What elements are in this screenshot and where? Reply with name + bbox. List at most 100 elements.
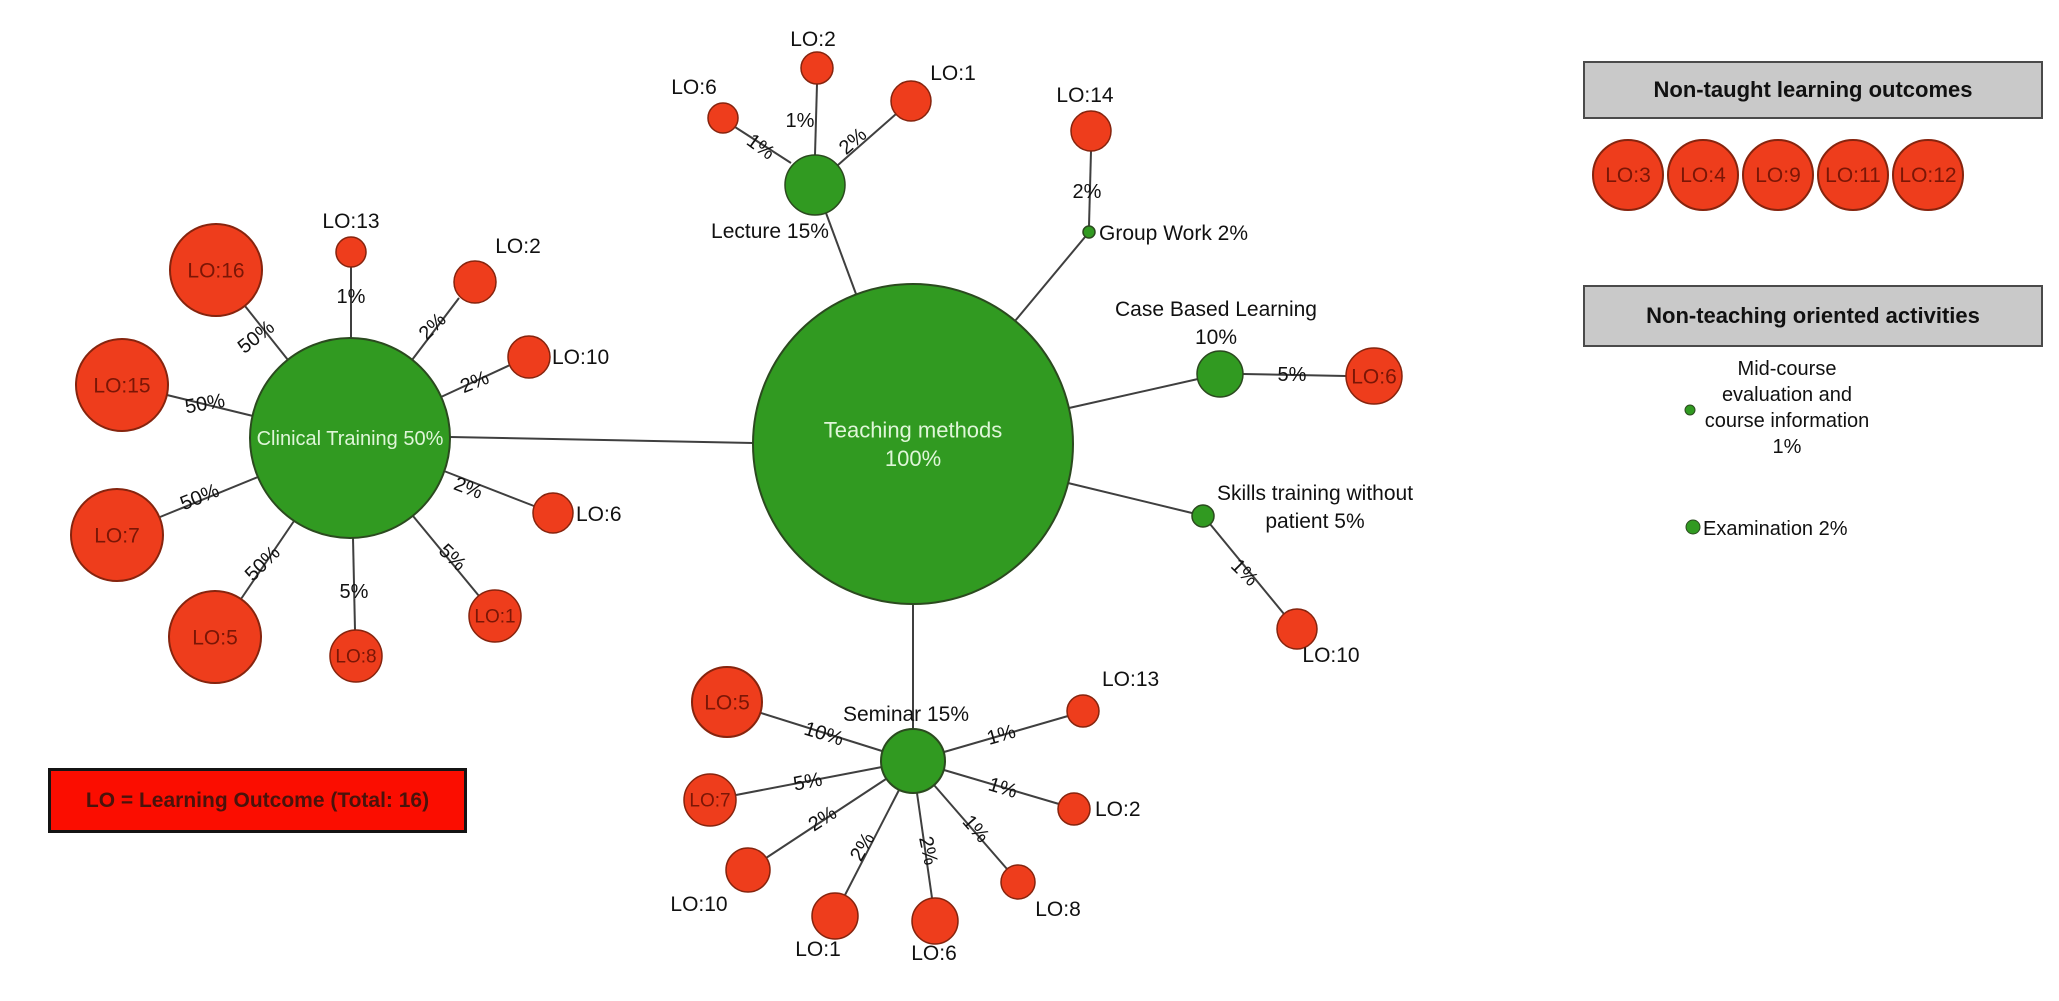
node-clinical-lo1-label: LO:1 xyxy=(474,607,515,628)
edge-weight-label: 5% xyxy=(434,540,470,576)
node-lecture-lo1-label: LO:1 xyxy=(930,62,976,85)
node-clinical-lo15-label: LO:15 xyxy=(93,374,150,397)
node-skills-training xyxy=(1191,504,1215,528)
edge-line xyxy=(943,769,1060,805)
edge-line xyxy=(943,715,1069,753)
node-seminar-lo7 xyxy=(683,773,737,827)
node-seminar-lo6-label: LO:6 xyxy=(911,942,957,965)
node-seminar-label: Seminar 15% xyxy=(843,703,969,726)
node-lecture-lo2-label: LO:2 xyxy=(790,28,836,51)
edge-line xyxy=(825,212,857,295)
node-clinical-lo6 xyxy=(532,492,574,534)
non-taught-outcomes-title: Non-taught learning outcomes xyxy=(1653,77,1973,102)
edge-weight-label: 2% xyxy=(457,367,492,398)
node-lecture-lo6-label: LO:6 xyxy=(671,76,717,99)
edge-line xyxy=(352,537,356,631)
node-skills-lo10 xyxy=(1276,608,1318,650)
edge-line xyxy=(1242,373,1347,377)
node-group-work xyxy=(1082,225,1096,239)
edge-line xyxy=(844,789,900,896)
edge-line xyxy=(814,83,818,156)
non-taught-outcomes-header: Non-taught learning outcomes xyxy=(1583,61,2043,119)
edge-line xyxy=(166,394,254,417)
edge-weight-label: 10% xyxy=(801,718,846,751)
node-clinical-lo16-label: LO:16 xyxy=(187,259,244,282)
edge-line xyxy=(735,766,883,796)
node-case-based-learning-label: Case Based Learning xyxy=(1115,298,1317,321)
node-clinical-lo16 xyxy=(169,223,263,317)
node-clinical-lo10-label: LO:10 xyxy=(552,346,609,369)
edge-weight-label: 2% xyxy=(805,802,841,836)
legend-outcome-lo12 xyxy=(1892,139,1964,211)
node-seminar-lo5 xyxy=(691,666,763,738)
node-skills-lo10-label: LO:10 xyxy=(1302,644,1359,667)
node-teaching-methods-label: 100% xyxy=(885,446,941,471)
node-seminar-lo1-label: LO:1 xyxy=(795,938,841,961)
edge-line xyxy=(1088,150,1092,227)
node-seminar-lo8-label: LO:8 xyxy=(1035,898,1081,921)
node-lecture-lo1 xyxy=(890,80,932,122)
legend-outcome-lo11 xyxy=(1817,139,1889,211)
node-skills-training-label: Skills training without xyxy=(1217,482,1413,505)
examination-dot xyxy=(1685,519,1701,535)
legend-outcome-lo4 xyxy=(1667,139,1739,211)
node-seminar-lo6 xyxy=(911,897,959,945)
edge-weight-label: 1% xyxy=(786,110,815,132)
node-seminar-lo10-label: LO:10 xyxy=(670,893,727,916)
node-seminar-lo13 xyxy=(1066,694,1100,728)
mid-course-dot xyxy=(1684,404,1696,416)
edge-line xyxy=(411,297,460,361)
node-clinical-lo7 xyxy=(70,488,164,582)
legend-outcome-label: LO:4 xyxy=(1680,164,1726,187)
legend-outcome-label: LO:12 xyxy=(1899,164,1956,187)
node-lecture-lo2 xyxy=(800,51,834,85)
edge-weight-label: 2% xyxy=(914,834,942,867)
node-clinical-lo5 xyxy=(168,590,262,684)
edge-line xyxy=(765,778,887,859)
edge-weight-label: 50% xyxy=(177,480,223,515)
node-clinical-lo13-label: LO:13 xyxy=(322,210,379,233)
edge-weight-label: 1% xyxy=(1226,555,1262,591)
edge-weight-label: 1% xyxy=(984,721,1018,750)
edge-weight-label: 2% xyxy=(415,309,451,345)
lo-definition-text: LO = Learning Outcome (Total: 16) xyxy=(85,788,430,812)
node-clinical-lo2 xyxy=(453,260,497,304)
node-teaching-methods xyxy=(752,283,1074,605)
edge-line xyxy=(443,470,535,507)
node-seminar-lo10 xyxy=(725,847,771,893)
edge-line xyxy=(916,792,933,899)
edge-weight-label: 50% xyxy=(241,542,285,586)
node-clinical-lo8 xyxy=(329,629,383,683)
edge-weight-label: 1% xyxy=(958,811,994,847)
edge-line xyxy=(449,436,754,444)
mid-course-percent: 1% xyxy=(1772,436,1802,458)
node-clinical-lo5-label: LO:5 xyxy=(192,626,238,649)
node-lo14-label: LO:14 xyxy=(1056,84,1114,107)
node-clinical-lo8-label: LO:8 xyxy=(335,647,376,668)
edge-line xyxy=(412,515,480,597)
node-clinical-lo1 xyxy=(468,589,522,643)
node-clinical-lo15 xyxy=(75,338,169,432)
node-lecture-lo6 xyxy=(707,102,739,134)
lo-definition-note: LO = Learning Outcome (Total: 16) xyxy=(48,768,467,833)
node-clinical-training-label: Clinical Training 50% xyxy=(257,428,444,450)
edge-weight-label: 1% xyxy=(337,286,366,308)
edge-line xyxy=(440,364,511,398)
edge-weight-label: 2% xyxy=(451,473,486,504)
node-lo14 xyxy=(1070,110,1112,152)
node-seminar-lo5-label: LO:5 xyxy=(704,691,750,714)
node-teaching-methods-label: Teaching methods xyxy=(824,417,1003,442)
node-seminar-lo8 xyxy=(1000,864,1036,900)
edge-weight-label: 5% xyxy=(792,769,825,796)
edge-line xyxy=(1209,523,1285,615)
mid-course-line-2: evaluation and xyxy=(1721,384,1853,406)
node-skills-training-label: patient 5% xyxy=(1265,510,1364,533)
legend-outcome-lo9 xyxy=(1742,139,1814,211)
node-case-based-lo6-label: LO:6 xyxy=(1351,365,1397,388)
node-clinical-training xyxy=(249,337,451,539)
node-clinical-lo13 xyxy=(335,236,367,268)
node-seminar-lo2 xyxy=(1057,792,1091,826)
edge-line xyxy=(1014,236,1086,322)
edge-weight-label: 2% xyxy=(846,829,880,865)
